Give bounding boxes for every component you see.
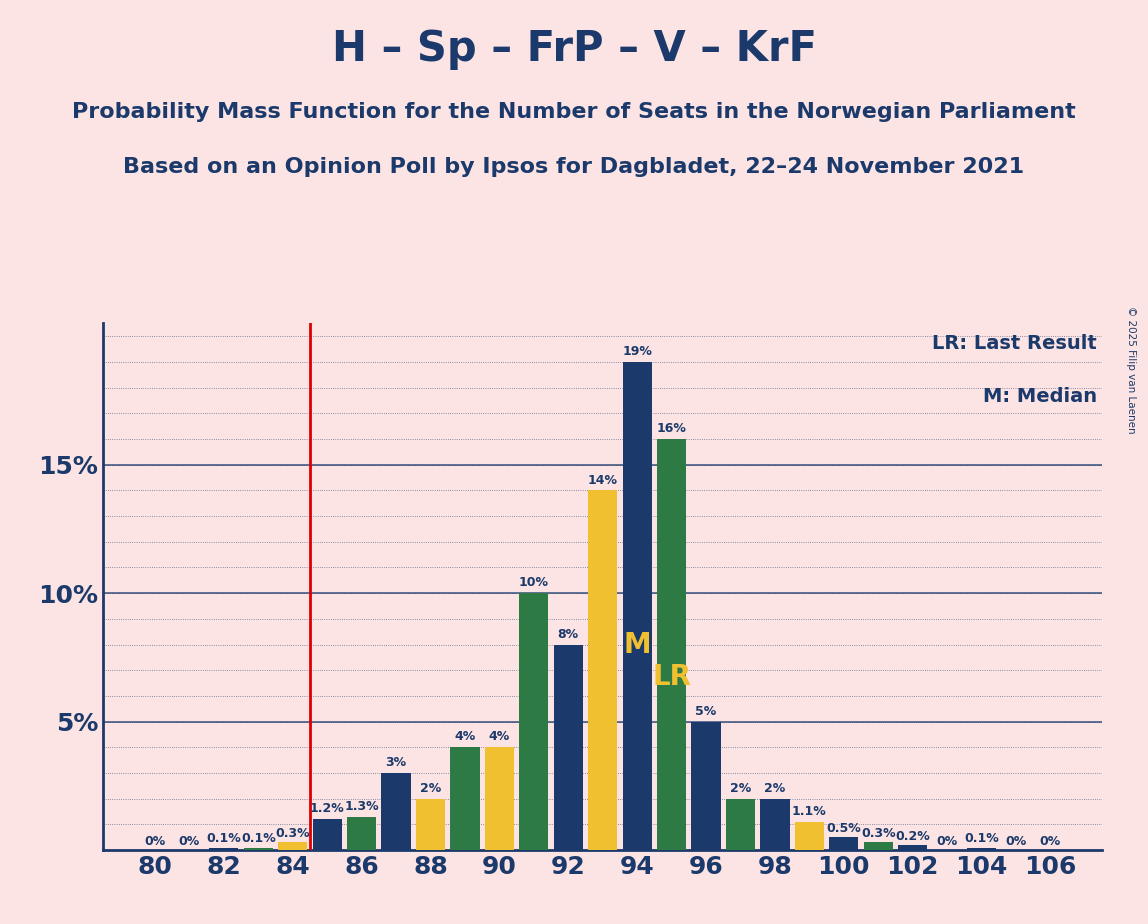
Bar [553, 645, 583, 850]
Text: H – Sp – FrP – V – KrF: H – Sp – FrP – V – KrF [332, 28, 816, 69]
Text: 4%: 4% [455, 731, 475, 744]
Bar [863, 843, 893, 850]
Text: 0%: 0% [1006, 835, 1026, 848]
Text: 5%: 5% [696, 705, 716, 718]
Text: 1.3%: 1.3% [344, 800, 379, 813]
Text: 0.1%: 0.1% [964, 833, 999, 845]
Text: 0.3%: 0.3% [861, 827, 895, 840]
Text: 16%: 16% [657, 422, 687, 435]
Text: M: Median: M: Median [983, 386, 1097, 406]
Bar [794, 821, 824, 850]
Text: 3%: 3% [386, 756, 406, 769]
Text: 0%: 0% [937, 835, 957, 848]
Bar [519, 593, 549, 850]
Text: 0.5%: 0.5% [827, 822, 861, 835]
Text: 1.1%: 1.1% [792, 805, 827, 818]
Bar [691, 722, 721, 850]
Text: 2%: 2% [420, 782, 441, 795]
Bar [622, 362, 652, 850]
Text: LR: LR [652, 663, 691, 691]
Text: M: M [623, 631, 651, 659]
Text: 0%: 0% [145, 835, 165, 848]
Bar [588, 491, 618, 850]
Text: 19%: 19% [622, 345, 652, 359]
Text: Probability Mass Function for the Number of Seats in the Norwegian Parliament: Probability Mass Function for the Number… [72, 102, 1076, 122]
Text: 2%: 2% [765, 782, 785, 795]
Bar [760, 798, 790, 850]
Bar [347, 817, 377, 850]
Bar [657, 439, 687, 850]
Bar [450, 748, 480, 850]
Bar [967, 847, 996, 850]
Text: 2%: 2% [730, 782, 751, 795]
Text: 4%: 4% [489, 731, 510, 744]
Bar [312, 820, 342, 850]
Bar [726, 798, 755, 850]
Bar [243, 847, 273, 850]
Text: 1.2%: 1.2% [310, 802, 344, 815]
Bar [484, 748, 514, 850]
Bar [898, 845, 928, 850]
Text: 0.2%: 0.2% [895, 830, 930, 843]
Text: © 2025 Filip van Laenen: © 2025 Filip van Laenen [1126, 306, 1135, 433]
Text: Based on an Opinion Poll by Ipsos for Dagbladet, 22–24 November 2021: Based on an Opinion Poll by Ipsos for Da… [124, 157, 1024, 177]
Text: 0.3%: 0.3% [276, 827, 310, 840]
Text: 10%: 10% [519, 577, 549, 590]
Bar [829, 837, 859, 850]
Bar [381, 773, 411, 850]
Bar [278, 843, 308, 850]
Text: 0%: 0% [179, 835, 200, 848]
Text: 0%: 0% [1040, 835, 1061, 848]
Text: 8%: 8% [558, 627, 579, 640]
Bar [209, 847, 239, 850]
Bar [416, 798, 445, 850]
Text: 0.1%: 0.1% [207, 833, 241, 845]
Text: 14%: 14% [588, 473, 618, 487]
Text: 0.1%: 0.1% [241, 833, 276, 845]
Text: LR: Last Result: LR: Last Result [932, 334, 1097, 353]
